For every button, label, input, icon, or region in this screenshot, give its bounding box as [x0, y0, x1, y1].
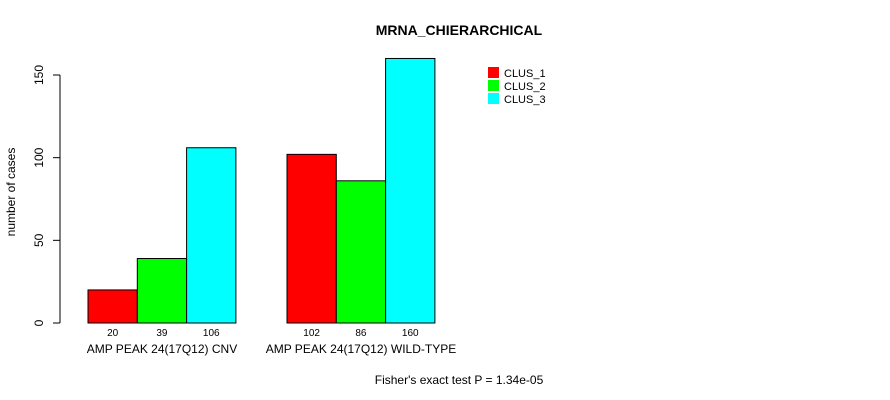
bar-value-label: 102: [303, 328, 320, 339]
y-tick-label: 0: [32, 319, 46, 326]
bar-value-label: 20: [107, 328, 119, 339]
category-label: AMP PEAK 24(17Q12) WILD-TYPE: [266, 342, 457, 356]
bar-clus-1: [286, 153, 337, 324]
chart-title: MRNA_CHIERARCHICAL: [376, 22, 543, 38]
bar-clus-3: [186, 147, 237, 324]
y-tick-label: 50: [32, 233, 46, 247]
bar-value-label: 106: [203, 328, 220, 339]
y-tick-label: 150: [32, 65, 46, 85]
legend-label: CLUS_2: [504, 81, 546, 93]
bar-value-label: 160: [402, 328, 419, 339]
bar-clus-1: [87, 289, 138, 324]
y-tick-label: 100: [32, 147, 46, 167]
y-axis-label: number of cases: [4, 148, 18, 237]
legend-swatch: [488, 93, 499, 104]
category-label: AMP PEAK 24(17Q12) CNV: [87, 342, 238, 356]
bar-value-label: 39: [156, 328, 168, 339]
legend-swatch: [488, 80, 499, 91]
legend-label: CLUS_1: [504, 68, 546, 80]
bar-clus-3: [385, 57, 436, 324]
legend-swatch: [488, 67, 499, 78]
bar-value-label: 86: [355, 328, 367, 339]
legend-label: CLUS_3: [504, 94, 546, 106]
bar-clus-2: [136, 258, 188, 324]
annotation: Fisher's exact test P = 1.34e-05: [375, 373, 544, 387]
bar-clus-2: [335, 180, 387, 324]
